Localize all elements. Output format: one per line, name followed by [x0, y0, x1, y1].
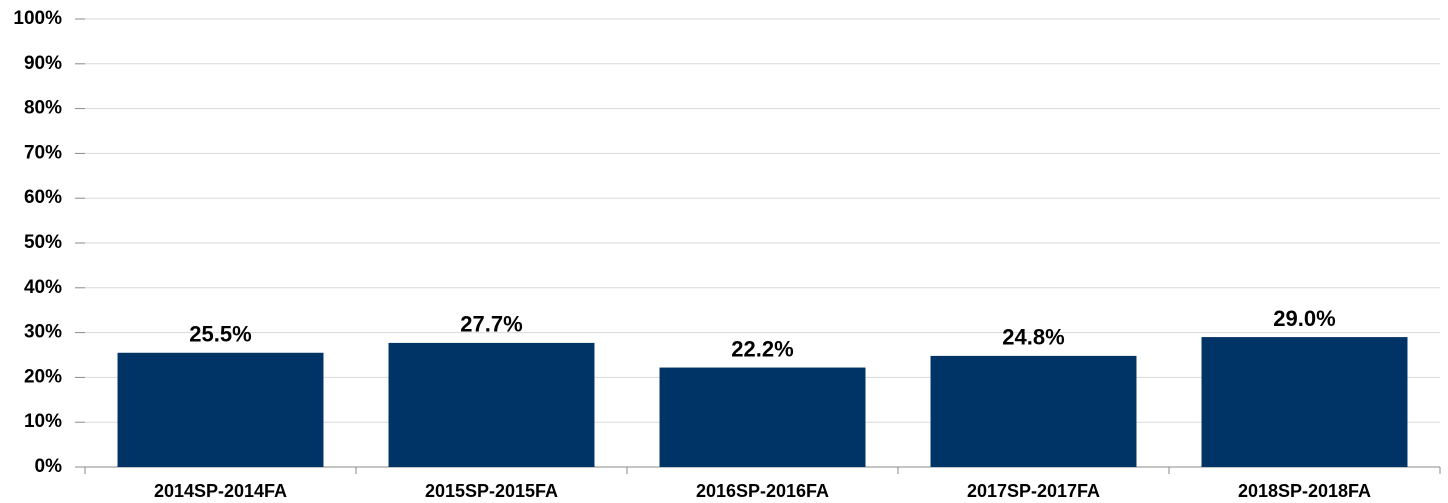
- y-tick-label: 90%: [24, 53, 62, 74]
- y-tick-label: 20%: [24, 366, 62, 387]
- y-tick-label: 30%: [24, 322, 62, 343]
- data-label: 24.8%: [1002, 325, 1064, 350]
- data-label: 22.2%: [731, 336, 793, 361]
- x-tick-label: 2014SP-2014FA: [154, 481, 287, 501]
- y-tick-label: 0%: [35, 456, 63, 477]
- y-tick-label: 10%: [24, 411, 62, 432]
- y-tick-label: 60%: [24, 187, 62, 208]
- data-label: 27.7%: [460, 312, 522, 337]
- x-tick-label: 2018SP-2018FA: [1238, 481, 1371, 501]
- y-tick-label: 100%: [13, 8, 62, 29]
- bar: [388, 342, 595, 467]
- y-tick-label: 50%: [24, 232, 62, 253]
- y-tick-label: 70%: [24, 142, 62, 163]
- x-tick-label: 2015SP-2015FA: [425, 481, 558, 501]
- bar: [659, 367, 866, 467]
- bar: [1201, 337, 1408, 467]
- y-tick-label: 40%: [24, 277, 62, 298]
- bar: [117, 352, 324, 467]
- x-tick-label: 2017SP-2017FA: [967, 481, 1100, 501]
- data-label: 29.0%: [1273, 306, 1335, 331]
- y-tick-label: 80%: [24, 98, 62, 119]
- bar: [930, 355, 1137, 467]
- data-label: 25.5%: [189, 322, 251, 347]
- x-tick-label: 2016SP-2016FA: [696, 481, 829, 501]
